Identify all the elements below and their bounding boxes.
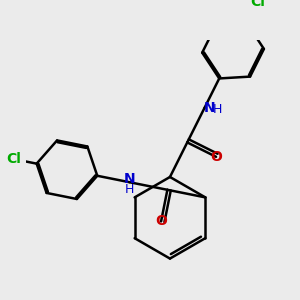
Text: Cl: Cl xyxy=(6,152,21,166)
Text: O: O xyxy=(210,150,222,164)
Text: Cl: Cl xyxy=(250,0,265,9)
Text: N: N xyxy=(124,172,135,186)
Text: O: O xyxy=(155,214,167,228)
Text: H: H xyxy=(213,103,222,116)
Text: N: N xyxy=(204,101,215,115)
Text: H: H xyxy=(125,183,134,196)
